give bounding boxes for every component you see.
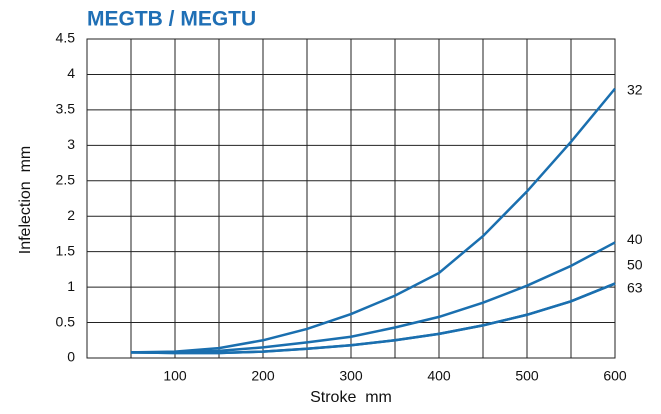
series-label: 50 bbox=[627, 256, 643, 272]
y-tick-label: 3 bbox=[67, 136, 75, 152]
y-tick-label: 2.5 bbox=[56, 171, 76, 187]
series-line bbox=[131, 241, 616, 354]
x-axis-label: Stroke mm bbox=[310, 389, 392, 406]
series-line bbox=[130, 87, 616, 354]
x-tick-label: 100 bbox=[163, 368, 187, 384]
y-tick-label: 0 bbox=[67, 349, 75, 365]
series-label: 40 bbox=[627, 231, 643, 247]
y-axis-label: Infelection mm bbox=[17, 146, 34, 254]
series-line bbox=[130, 282, 616, 355]
y-tick-label: 4 bbox=[67, 65, 75, 81]
x-tick-label: 300 bbox=[339, 368, 363, 384]
x-tick-label: 200 bbox=[251, 368, 275, 384]
y-tick-label: 2 bbox=[67, 207, 75, 223]
x-tick-label: 600 bbox=[603, 368, 627, 384]
chart-title: MEGTB / MEGTU bbox=[87, 8, 256, 31]
series-label: 63 bbox=[627, 279, 643, 295]
y-tick-label: 0.5 bbox=[56, 313, 76, 329]
y-tick-label: 1 bbox=[67, 278, 75, 294]
y-tick-label: 3.5 bbox=[56, 101, 76, 117]
y-tick-label: 4.5 bbox=[56, 30, 76, 46]
y-tick-label: 1.5 bbox=[56, 242, 76, 258]
x-tick-label: 500 bbox=[515, 368, 539, 384]
x-tick-label: 400 bbox=[427, 368, 451, 384]
series-label: 32 bbox=[627, 81, 643, 97]
